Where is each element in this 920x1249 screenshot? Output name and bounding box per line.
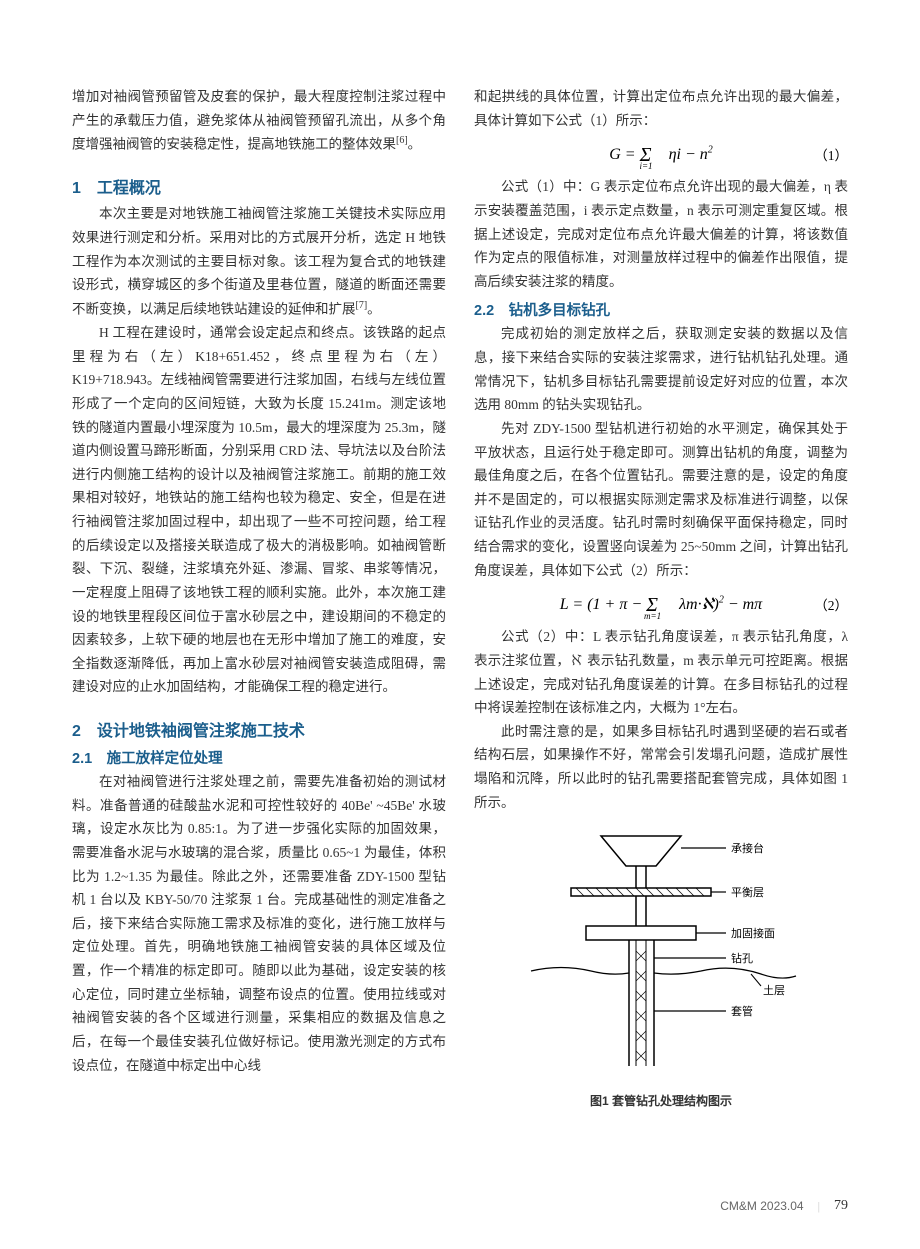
label-soil: 土层	[763, 984, 785, 997]
footer-page-number: 79	[834, 1198, 848, 1214]
left-column: 增加对袖阀管预留管及皮套的保护，最大程度控制注浆过程中产生的承载压力值，避免浆体…	[72, 85, 446, 1109]
formula-1-number: （1）	[814, 144, 848, 164]
label-casing: 套管	[731, 1004, 753, 1018]
formula-1: G = Σi=1 ηi − n2 （1）	[474, 142, 848, 165]
formula-2: L = (1 + π − Σm=1 λm·ℵ)2 − mπ （2）	[474, 592, 848, 615]
right-para6: 此时需注意的是，如果多目标钻孔时遇到坚硬的岩石或者结构石层，如果操作不好，常常会…	[474, 720, 848, 815]
figure-1-caption: 图1 套管钻孔处理结构图示	[474, 1092, 848, 1109]
right-para1: 和起拱线的具体位置，计算出定位布点允许出现的最大偏差，具体计算如下公式（1）所示…	[474, 85, 848, 132]
figure-1: 承接台 平衡层	[474, 826, 848, 1109]
formula-2-number: （2）	[814, 594, 848, 614]
s1p1-end: 。	[367, 301, 381, 316]
label-platform: 承接台	[731, 841, 764, 855]
page-footer: CM&M 2023.04 | 79	[720, 1198, 848, 1214]
subsection-21-title: 2.1 施工放样定位处理	[72, 747, 446, 768]
section1-para2: H 工程在建设时，通常会设定起点和终点。该铁路的起点里程为右（左）K18+651…	[72, 321, 446, 699]
formula-1-text: G = Σi=1 ηi − n2	[609, 142, 713, 165]
right-para4: 先对 ZDY-1500 型钻机进行初始的水平测定，确保其处于平放状态，且运行处于…	[474, 417, 848, 582]
right-para5: 公式（2）中：L 表示钻孔角度误差，π 表示钻孔角度，λ 表示注浆位置，ℵ 表示…	[474, 625, 848, 720]
casing-diagram: 承接台 平衡层	[511, 826, 811, 1086]
label-drill: 钻孔	[731, 951, 753, 965]
section21-para1: 在对袖阀管进行注浆处理之前，需要先准备初始的测试材料。准备普通的硅酸盐水泥和可控…	[72, 770, 446, 1077]
s1p1-text: 本次主要是对地铁施工袖阀管注浆施工关键技术实际应用效果进行测定和分析。采用对比的…	[72, 206, 446, 316]
formula-2-text: L = (1 + π − Σm=1 λm·ℵ)2 − mπ	[560, 592, 762, 615]
section1-para1: 本次主要是对地铁施工袖阀管注浆施工关键技术实际应用效果进行测定和分析。采用对比的…	[72, 202, 446, 321]
footer-label: CM&M 2023.04	[720, 1199, 803, 1213]
intro-end: 。	[408, 137, 422, 152]
subsection-22-title: 2.2 钻机多目标钻孔	[474, 299, 848, 320]
right-para2: 公式（1）中：G 表示定位布点允许出现的最大偏差，η 表示安装覆盖范围，i 表示…	[474, 175, 848, 293]
label-balance: 平衡层	[731, 886, 764, 899]
section-2-title: 2 设计地铁袖阀管注浆施工技术	[72, 717, 446, 741]
right-column: 和起拱线的具体位置，计算出定位布点允许出现的最大偏差，具体计算如下公式（1）所示…	[474, 85, 848, 1109]
intro-paragraph: 增加对袖阀管预留管及皮套的保护，最大程度控制注浆过程中产生的承载压力值，避免浆体…	[72, 85, 446, 156]
right-para3: 完成初始的测定放样之后，获取测定安装的数据以及信息，接下来结合实际的安装注浆需求…	[474, 322, 848, 417]
section-1-title: 1 工程概况	[72, 174, 446, 198]
citation-7: [7]	[356, 300, 368, 311]
label-reinforcement: 加固接面	[731, 927, 775, 940]
intro-text: 增加对袖阀管预留管及皮套的保护，最大程度控制注浆过程中产生的承载压力值，避免浆体…	[72, 89, 446, 152]
citation-6: [6]	[396, 135, 408, 146]
